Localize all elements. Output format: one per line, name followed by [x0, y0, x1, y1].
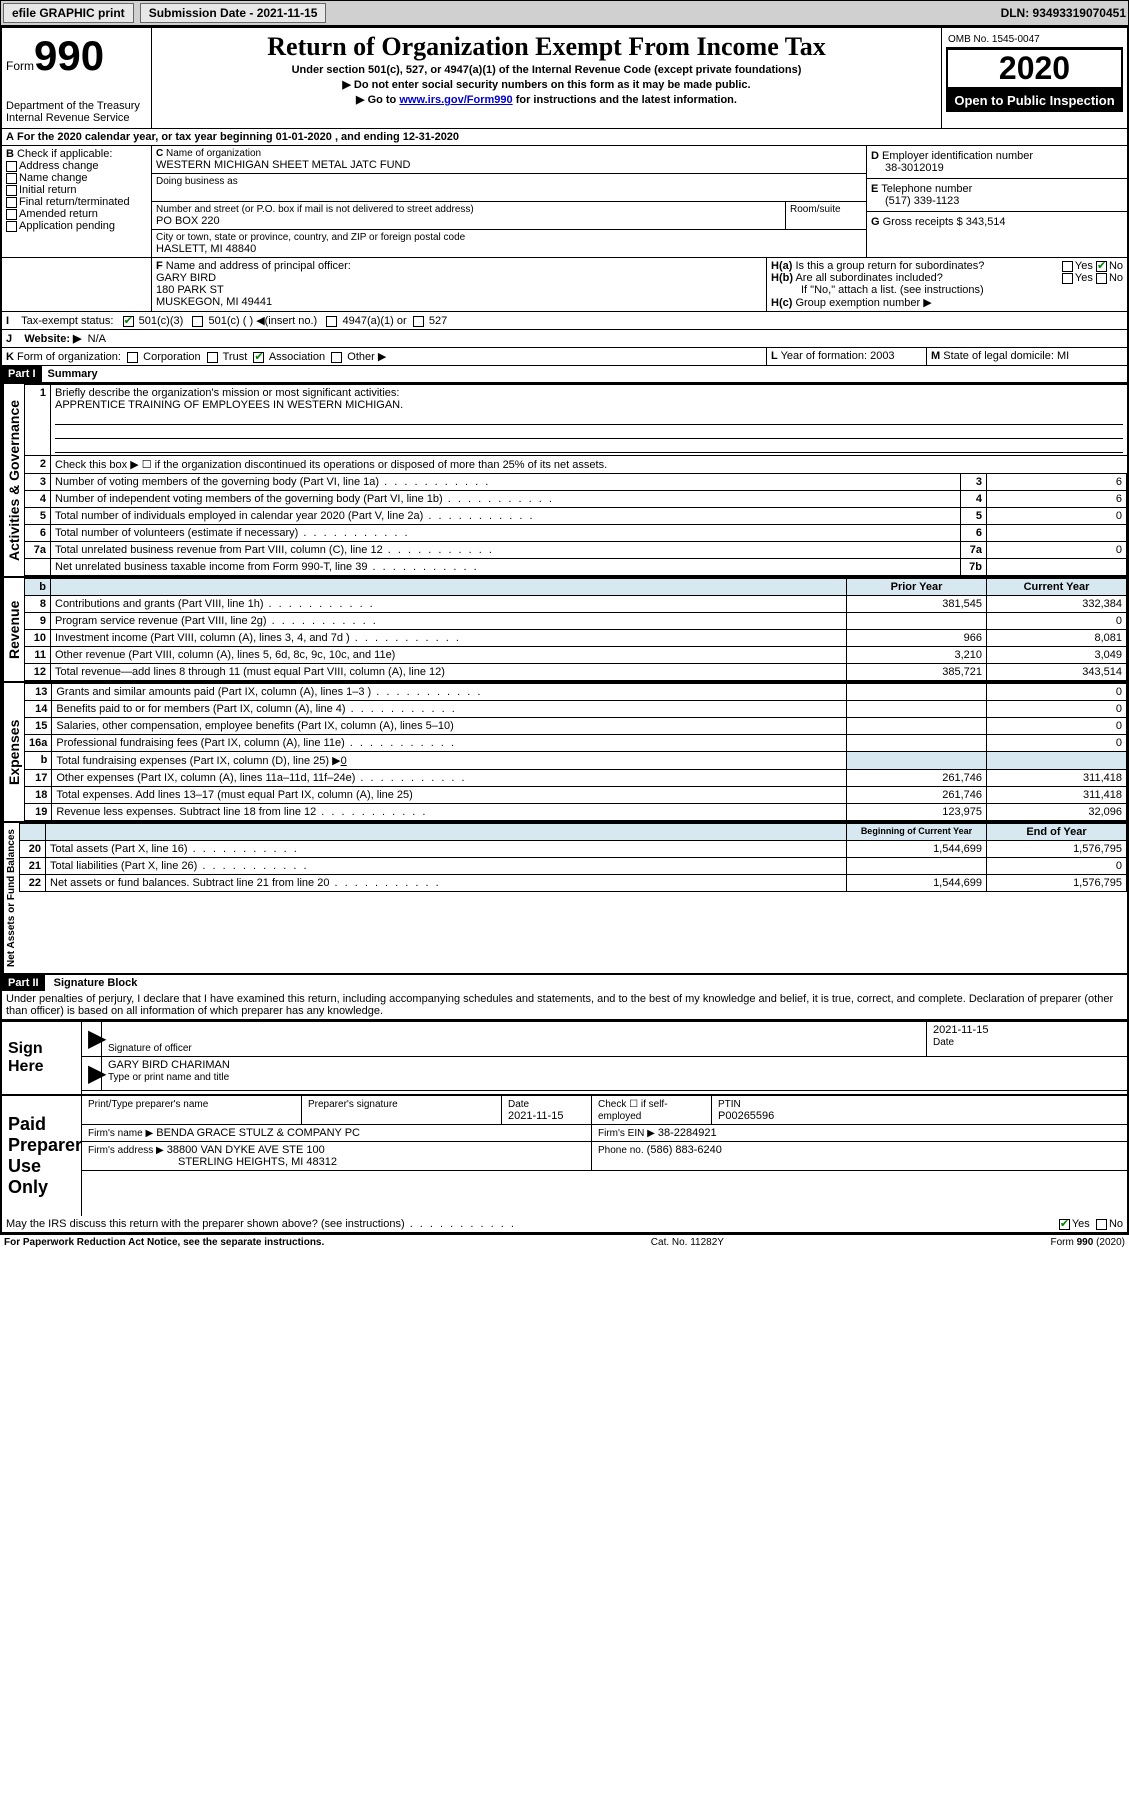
footer-right: Form 990 (2020)	[1051, 1237, 1125, 1248]
part2-title: Signature Block	[48, 975, 144, 991]
netassets-block: Net Assets or Fund Balances Beginning of…	[2, 823, 1127, 975]
efile-button[interactable]: efile GRAPHIC print	[3, 3, 134, 23]
footer: For Paperwork Reduction Act Notice, see …	[0, 1235, 1129, 1250]
side-expenses: Expenses	[2, 683, 24, 821]
v7a: 0	[987, 542, 1127, 559]
cb-527[interactable]	[413, 316, 424, 327]
part2-bar: Part II	[2, 975, 45, 991]
cb-name-change[interactable]	[6, 173, 17, 184]
cb-app-pending[interactable]	[6, 221, 17, 232]
firm-phone: (586) 883-6240	[647, 1144, 722, 1156]
v5: 0	[987, 508, 1127, 525]
form-container: Form990 Department of the Treasury Inter…	[0, 26, 1129, 1235]
part1-bar: Part I	[2, 366, 42, 382]
declaration-text: Under penalties of perjury, I declare th…	[2, 991, 1127, 1020]
ha-yes[interactable]	[1062, 261, 1073, 272]
footer-left: For Paperwork Reduction Act Notice, see …	[4, 1237, 324, 1248]
discuss-yes[interactable]	[1059, 1219, 1070, 1230]
discuss-no[interactable]	[1096, 1219, 1107, 1230]
omb-label: OMB No. 1545-0047	[946, 32, 1123, 48]
expenses-block: Expenses 13Grants and similar amounts pa…	[2, 683, 1127, 823]
summary-block: Activities & Governance 1Briefly describ…	[2, 384, 1127, 578]
line-i: I Tax-exempt status: 501(c)(3) 501(c) ( …	[2, 312, 1127, 330]
ptin-value: P00265596	[718, 1110, 774, 1122]
part1-title: Summary	[42, 366, 104, 382]
cb-501c[interactable]	[192, 316, 203, 327]
sign-date: 2021-11-15	[933, 1024, 988, 1036]
part2-header: Part II Signature Block	[2, 975, 1127, 991]
form-title: Return of Organization Exempt From Incom…	[156, 32, 937, 62]
officer-name-title: GARY BIRD CHARIMAN	[108, 1059, 230, 1071]
side-revenue: Revenue	[2, 578, 24, 681]
cb-initial-return[interactable]	[6, 185, 17, 196]
header-row: Form990 Department of the Treasury Inter…	[2, 28, 1127, 129]
cb-other[interactable]	[331, 352, 342, 363]
sign-here-label: Sign Here	[2, 1022, 82, 1094]
subtitle-2: Do not enter social security numbers on …	[156, 78, 937, 91]
irs-link[interactable]: www.irs.gov/Form990	[399, 94, 512, 106]
v4: 6	[987, 491, 1127, 508]
line-klm: K Form of organization: Corporation Trus…	[2, 348, 1127, 366]
cb-trust[interactable]	[207, 352, 218, 363]
ein-value: 38-3012019	[871, 162, 1123, 174]
header-right: OMB No. 1545-0047 2020 Open to Public In…	[942, 28, 1127, 128]
year-formation: 2003	[870, 350, 894, 362]
firm-name: BENDA GRACE STULZ & COMPANY PC	[156, 1127, 360, 1139]
subtitle-1: Under section 501(c), 527, or 4947(a)(1)…	[156, 64, 937, 76]
line-j: J Website: ▶ N/A	[2, 330, 1127, 348]
top-bar: efile GRAPHIC print Submission Date - 20…	[0, 0, 1129, 26]
b-header: Check if applicable:	[17, 148, 112, 160]
dept-label: Department of the Treasury Internal Reve…	[6, 100, 147, 124]
cb-corp[interactable]	[127, 352, 138, 363]
v6	[987, 525, 1127, 542]
discuss-row: May the IRS discuss this return with the…	[2, 1216, 1127, 1233]
mission-text: APPRENTICE TRAINING OF EMPLOYEES IN WEST…	[55, 399, 403, 411]
side-governance: Activities & Governance	[2, 384, 24, 576]
org-address: PO BOX 220	[156, 215, 781, 227]
open-inspection: Open to Public Inspection	[946, 89, 1123, 112]
part1-header: Part I Summary	[2, 366, 1127, 384]
cb-4947[interactable]	[326, 316, 337, 327]
hb-yes[interactable]	[1062, 273, 1073, 284]
cb-final-return[interactable]	[6, 197, 17, 208]
firm-ein: 38-2284921	[658, 1127, 717, 1139]
submission-date-button[interactable]: Submission Date - 2021-11-15	[140, 3, 327, 23]
dln-label: DLN: 93493319070451	[1001, 6, 1126, 20]
org-name: WESTERN MICHIGAN SHEET METAL JATC FUND	[156, 159, 862, 171]
cb-501c3[interactable]	[123, 316, 134, 327]
section-bcdefg: B Check if applicable: Address change Na…	[2, 146, 1127, 258]
section-fh: F Name and address of principal officer:…	[2, 258, 1127, 312]
paid-preparer-label: Paid Preparer Use Only	[2, 1096, 82, 1216]
ha-no[interactable]	[1096, 261, 1107, 272]
header-left: Form990 Department of the Treasury Inter…	[2, 28, 152, 128]
gross-receipts: 343,514	[966, 216, 1006, 228]
revenue-block: Revenue bPrior YearCurrent Year 8Contrib…	[2, 578, 1127, 683]
tax-year: 2020	[948, 50, 1121, 87]
cb-amended[interactable]	[6, 209, 17, 220]
phone-value: (517) 339-1123	[871, 195, 1123, 207]
org-city: HASLETT, MI 48840	[156, 243, 862, 255]
footer-mid: Cat. No. 11282Y	[651, 1237, 724, 1248]
cb-address-change[interactable]	[6, 161, 17, 172]
header-mid: Return of Organization Exempt From Incom…	[152, 28, 942, 128]
state-domicile: MI	[1057, 350, 1069, 362]
cb-assoc[interactable]	[253, 352, 264, 363]
form-word: Form	[6, 59, 34, 73]
subtitle-3: Go to www.irs.gov/Form990 for instructio…	[156, 93, 937, 106]
v3: 6	[987, 474, 1127, 491]
line-a: A For the 2020 calendar year, or tax yea…	[2, 129, 1127, 146]
side-netassets: Net Assets or Fund Balances	[2, 823, 19, 973]
v7b	[987, 559, 1127, 576]
hb-no[interactable]	[1096, 273, 1107, 284]
sign-here-block: Sign Here ▶ Signature of officer 2021-11…	[2, 1020, 1127, 1094]
form-number: 990	[34, 32, 104, 79]
paid-preparer-block: Paid Preparer Use Only Print/Type prepar…	[2, 1094, 1127, 1216]
officer-name: GARY BIRD	[156, 272, 216, 284]
website-value: N/A	[88, 333, 106, 345]
